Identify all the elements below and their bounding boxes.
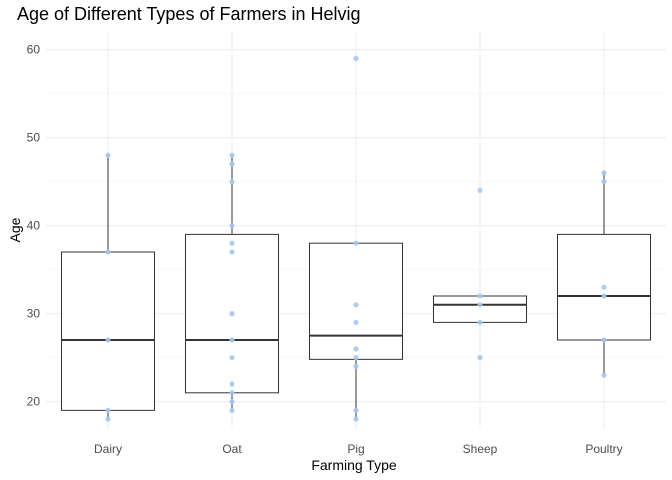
x-tick-label: Sheep (463, 442, 498, 456)
data-point (477, 355, 483, 361)
x-axis-title: Farming Type (311, 457, 397, 473)
box-iqr (433, 295, 527, 323)
x-tick-labels: Dairy Oat Pig Sheep Poultry (94, 442, 623, 456)
data-point (229, 161, 235, 167)
data-point (229, 152, 235, 158)
data-point (477, 319, 483, 325)
data-point (105, 249, 111, 255)
box-sheep (433, 295, 527, 323)
y-tick-label: 30 (27, 307, 41, 321)
data-point (353, 416, 359, 422)
y-axis-title: Age (7, 217, 23, 242)
data-point (229, 337, 235, 343)
data-point (353, 319, 359, 325)
data-point (601, 179, 607, 185)
y-tick-label: 50 (27, 131, 41, 145)
data-point (229, 249, 235, 255)
data-point (477, 302, 483, 308)
data-point (229, 399, 235, 405)
box-pig (309, 242, 403, 420)
data-point (229, 240, 235, 246)
data-point (601, 293, 607, 299)
x-tick-label: Pig (347, 442, 364, 456)
data-point (601, 337, 607, 343)
box-poultry (557, 172, 651, 376)
y-tick-label: 60 (27, 43, 41, 57)
data-point (229, 381, 235, 387)
y-tick-label: 20 (27, 395, 41, 409)
data-point (353, 302, 359, 308)
data-point (229, 390, 235, 396)
y-tick-label: 40 (27, 219, 41, 233)
data-point (353, 240, 359, 246)
box-dairy (61, 155, 155, 420)
data-point (105, 407, 111, 413)
data-point (353, 346, 359, 352)
x-tick-label: Poultry (585, 442, 622, 456)
box-iqr (61, 251, 155, 411)
data-point (105, 337, 111, 343)
data-point (477, 293, 483, 299)
data-point (229, 355, 235, 361)
boxes (61, 155, 651, 420)
data-point (229, 179, 235, 185)
data-point (353, 355, 359, 361)
data-point (353, 363, 359, 369)
data-point (601, 170, 607, 176)
points (105, 55, 607, 422)
y-tick-labels: 20 30 40 50 60 (27, 43, 41, 409)
chart-title: Age of Different Types of Farmers in Hel… (17, 4, 361, 24)
data-point (477, 187, 483, 193)
data-point (229, 311, 235, 317)
x-tick-label: Dairy (94, 442, 122, 456)
box-oat (185, 155, 279, 411)
data-point (353, 55, 359, 62)
x-tick-label: Oat (222, 442, 242, 456)
data-point (105, 416, 111, 422)
data-point (353, 407, 359, 413)
data-point (601, 284, 607, 290)
data-point (105, 152, 111, 158)
data-point (229, 223, 235, 229)
box-iqr (309, 242, 403, 360)
data-point (229, 407, 235, 413)
data-point (601, 372, 607, 378)
